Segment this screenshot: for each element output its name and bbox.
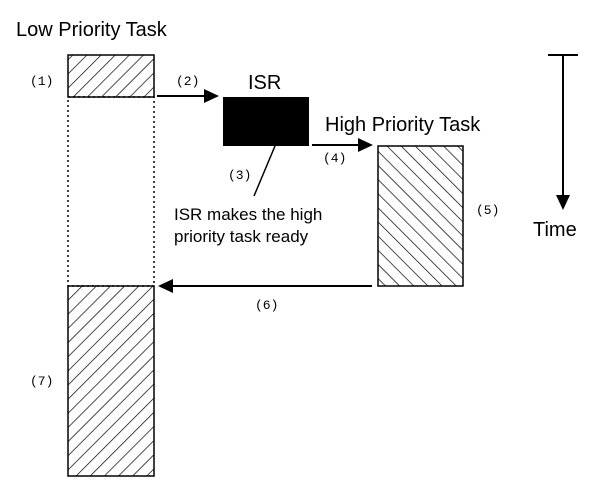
time-label: Time xyxy=(533,219,577,241)
step-7-label: (7) xyxy=(30,374,53,389)
isr-note-line-1: ISR makes the high xyxy=(174,205,322,224)
isr-label: ISR xyxy=(248,72,281,94)
isr-block xyxy=(223,97,309,146)
arrow-to-isr xyxy=(157,89,219,103)
step-1-label: (1) xyxy=(30,74,53,89)
step-3-label: (3) xyxy=(228,168,251,183)
time-axis-arrow xyxy=(548,54,578,210)
isr-note-pointer xyxy=(253,145,276,197)
step-6-label: (6) xyxy=(255,298,278,313)
step-5-label: (5) xyxy=(476,203,499,218)
arrow-return-to-low-task xyxy=(158,279,372,293)
high-priority-task-title: High Priority Task xyxy=(325,114,481,136)
low-priority-task-title: Low Priority Task xyxy=(16,19,168,41)
arrow-to-high-task xyxy=(312,138,373,152)
low-task-running-block-bottom xyxy=(67,285,155,477)
step-4-label: (4) xyxy=(323,151,346,166)
high-task-running-block xyxy=(377,145,464,287)
low-task-preempted-region xyxy=(67,96,155,287)
step-2-label: (2) xyxy=(176,74,199,89)
isr-note-line-2: priority task ready xyxy=(174,227,309,246)
low-task-running-block-top xyxy=(67,54,155,98)
